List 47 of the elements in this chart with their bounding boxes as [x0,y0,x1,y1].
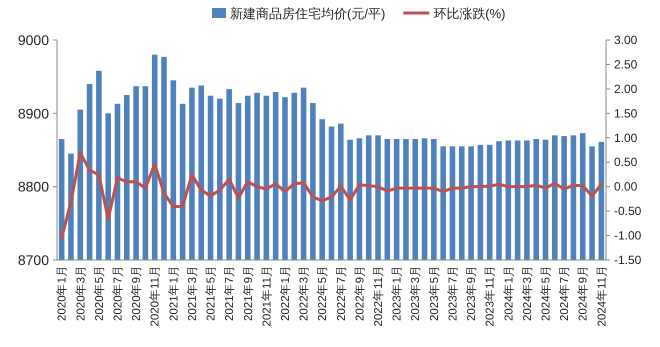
y-tick-label: 8900 [18,105,50,122]
y-tick-label: 9000 [18,32,50,48]
x-tick-label: 2024年1月 [502,265,516,321]
x-tick-label: 2024年3月 [520,265,534,321]
y-tick-label: 8700 [18,252,50,268]
x-tick-label: 2020年9月 [130,265,144,321]
x-tick-label: 2020年7月 [111,265,124,321]
x-tick-label: 2020年5月 [92,265,106,321]
x-tick-label: 2020年3月 [74,265,88,321]
x-tick-label: 2022年11月 [372,265,386,327]
y2-tick-label: -1.00 [614,228,642,243]
x-tick-label: 2023年3月 [409,265,422,321]
x-tick-label: 2024年5月 [540,265,553,321]
y2-tick-label: -1.50 [614,253,642,267]
x-tick-label: 2024年7月 [558,265,572,321]
x-tick-label: 2021年3月 [186,265,199,321]
y2-tick-label: 3.00 [614,33,638,47]
x-tick-label: 2023年7月 [446,265,460,321]
legend-label: 环比涨跌(%) [433,6,506,21]
y2-tick-label: 2.50 [614,57,638,72]
y2-tick-label: 0.00 [614,180,638,194]
x-tick-label: 2023年5月 [428,265,441,321]
x-tick-label: 2022年3月 [298,265,311,321]
x-tick-label: 2021年11月 [260,265,274,327]
x-tick-label: 2022年7月 [334,265,348,321]
x-tick-label: 2024年11月 [595,265,608,327]
x-tick-label: 2021年1月 [167,265,180,321]
y2-tick-label: 0.50 [614,155,638,170]
y2-tick-label: 2.00 [614,82,638,96]
x-tick-label: 2020年1月 [56,265,69,321]
x-tick-label: 2023年11月 [484,265,497,327]
x-tick-label: 2021年5月 [204,265,218,321]
x-tick-label: 2022年5月 [316,265,330,321]
line-series [60,151,603,240]
x-tick-label: 2020年11月 [148,265,162,327]
x-tick-label: 2023年1月 [390,265,404,321]
legend-label: 新建商品房住宅均价(元/平) [230,6,386,21]
x-tick-label: 2022年9月 [353,265,366,321]
x-tick-label: 2024年9月 [576,265,590,321]
x-tick-label: 2021年7月 [223,265,236,321]
x-tick-label: 2022年1月 [278,265,292,321]
x-tick-label: 2021年9月 [242,265,255,321]
y2-tick-label: 1.00 [614,130,638,145]
y2-tick-label: 1.50 [614,106,638,120]
y-tick-label: 8800 [18,178,50,195]
y2-tick-label: -0.50 [614,204,642,218]
x-tick-label: 2023年9月 [465,265,478,321]
